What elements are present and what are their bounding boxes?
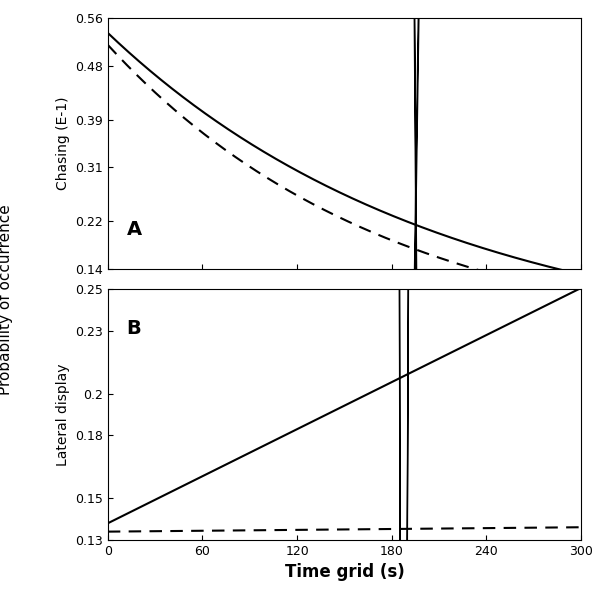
Ellipse shape [371,0,460,600]
Ellipse shape [355,0,444,600]
Y-axis label: Chasing (E-1): Chasing (E-1) [56,97,69,190]
Y-axis label: Lateral display: Lateral display [56,363,69,466]
Ellipse shape [373,0,458,600]
X-axis label: Time grid (s): Time grid (s) [285,563,404,581]
Text: B: B [127,319,141,338]
Text: A: A [127,220,142,239]
Ellipse shape [365,0,450,600]
Text: Probability of occurrence: Probability of occurrence [0,205,14,395]
